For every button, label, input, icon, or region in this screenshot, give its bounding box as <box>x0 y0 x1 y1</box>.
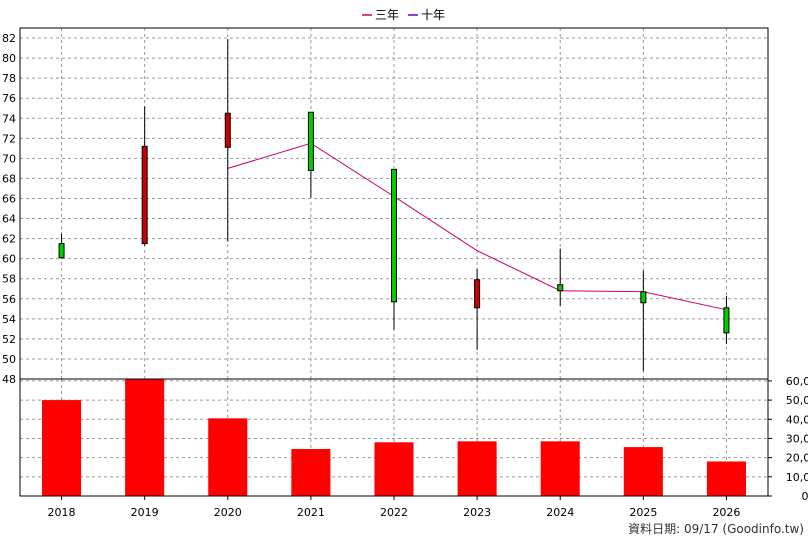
x-tick-label: 2025 <box>629 506 657 519</box>
x-tick-label: 2019 <box>131 506 159 519</box>
price-tick-label: 60 <box>2 253 16 266</box>
x-tick-label: 2022 <box>380 506 408 519</box>
volume-tick-label: 20,000 <box>786 452 808 465</box>
price-tick-label: 74 <box>2 112 16 125</box>
price-tick-label: 82 <box>2 32 16 45</box>
candle-body <box>391 168 397 303</box>
price-tick-label: 68 <box>2 172 16 185</box>
price-tick-label: 66 <box>2 192 16 205</box>
volume-bar <box>42 400 82 496</box>
legend: 三年 十年 <box>362 8 445 22</box>
volume-tick-label: 0 <box>802 490 808 503</box>
legend-label: 三年 <box>375 8 399 22</box>
volume-bar <box>457 441 497 496</box>
price-tick-label: 50 <box>2 353 16 366</box>
x-axis: 2018 2019 2020 2021 2022 2023 2024 2025 2026 <box>48 496 740 519</box>
volume-bar <box>540 441 580 496</box>
price-tick-label: 76 <box>2 92 16 105</box>
price-panel: 48 50 52 54 56 58 60 62 64 66 68 70 72 74 76 78 80 82 <box>2 27 769 386</box>
price-tick-label: 72 <box>2 132 16 145</box>
price-tick-label: 64 <box>2 213 16 226</box>
x-tick-label: 2021 <box>297 506 325 519</box>
volume-tick-label: 50,000 <box>786 394 808 407</box>
volume-bar <box>291 449 331 496</box>
candle-body <box>723 307 730 334</box>
candle-body <box>307 111 314 171</box>
price-tick-label: 80 <box>2 52 16 65</box>
price-tick-label: 52 <box>2 333 16 346</box>
price-tick-label: 70 <box>2 152 16 165</box>
volume-tick-label: 60,000 <box>786 375 808 388</box>
volume-bar <box>623 447 663 496</box>
volume-tick-label: 30,000 <box>786 432 808 445</box>
volume-bar <box>374 442 414 496</box>
price-tick-label: 58 <box>2 273 16 286</box>
x-tick-label: 2026 <box>712 506 740 519</box>
candle-body <box>141 145 148 245</box>
candle-body <box>58 243 65 259</box>
price-tick-label: 56 <box>2 293 16 306</box>
x-tick-label: 2018 <box>48 506 76 519</box>
legend-label: 十年 <box>421 8 445 22</box>
candle-body <box>224 112 231 148</box>
volume-bar <box>706 461 746 496</box>
source-label: 資料日期: 09/17 (Goodinfo.tw) <box>628 522 804 536</box>
volume-tick-label: 40,000 <box>786 413 808 426</box>
x-tick-label: 2020 <box>214 506 242 519</box>
price-tick-label: 48 <box>2 373 16 386</box>
volume-tick-label: 10,000 <box>786 471 808 484</box>
price-tick-label: 78 <box>2 72 16 85</box>
x-tick-label: 2023 <box>463 506 491 519</box>
volume-bar <box>125 379 165 496</box>
x-tick-label: 2024 <box>546 506 574 519</box>
price-tick-label: 54 <box>2 313 16 326</box>
candle-body <box>557 284 564 292</box>
candle-body <box>474 279 481 309</box>
volume-panel: 0 10,000 20,000 30,000 40,000 50,000 60,000 <box>19 375 808 503</box>
price-tick-label: 62 <box>2 233 16 246</box>
volume-bar <box>208 418 248 496</box>
candle-body <box>640 291 647 304</box>
